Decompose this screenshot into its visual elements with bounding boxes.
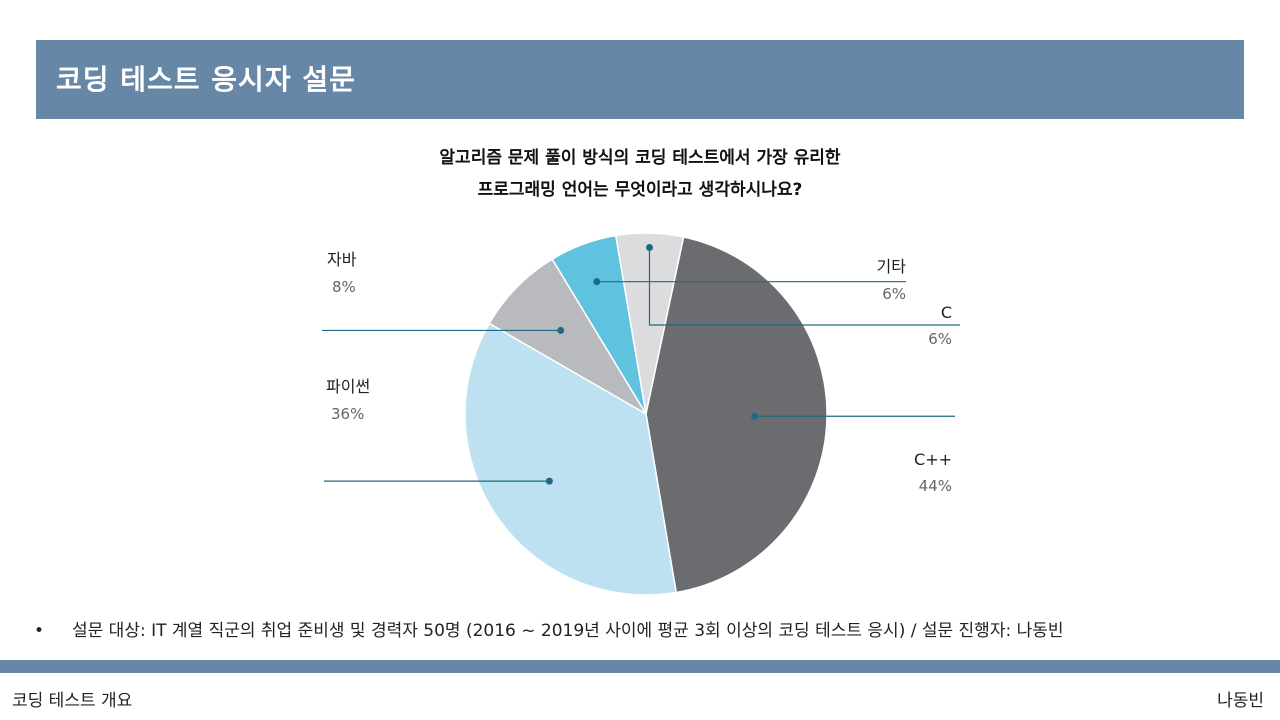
leader-dot-cpp bbox=[751, 412, 759, 420]
pie-slice-java bbox=[488, 258, 647, 415]
label-c: C 6% bbox=[880, 303, 952, 348]
label-c-pct: 6% bbox=[928, 330, 952, 348]
label-python-name: 파이썬 bbox=[326, 377, 371, 396]
label-cpp: C++ 44% bbox=[880, 450, 952, 495]
label-cpp-pct: 44% bbox=[918, 477, 952, 495]
page-title: 코딩 테스트 응시자 설문 bbox=[56, 63, 356, 96]
label-python: 파이썬 36% bbox=[326, 373, 370, 423]
footer-rule bbox=[0, 660, 1280, 673]
pie-slice-cpp bbox=[645, 236, 828, 594]
chart-title: 알고리즘 문제 풀이 방식의 코딩 테스트에서 가장 유리한 프로그래밍 언어는… bbox=[340, 142, 940, 206]
label-java: 자바 8% bbox=[327, 246, 356, 296]
chart-title-line-2: 프로그래밍 언어는 무엇이라고 생각하시나요? bbox=[477, 180, 803, 200]
label-java-pct: 8% bbox=[332, 278, 356, 296]
label-cpp-name: C++ bbox=[914, 450, 952, 469]
label-other: 기타 6% bbox=[830, 253, 906, 303]
footnote-bullet: • bbox=[34, 621, 45, 641]
leader-dot-other bbox=[593, 278, 601, 286]
survey-footnote: • 설문 대상: IT 계열 직군의 취업 준비생 및 경력자 50명 (2016… bbox=[34, 616, 1064, 641]
label-other-name: 기타 bbox=[876, 257, 906, 276]
footer-author: 나동빈 bbox=[1217, 691, 1264, 711]
footnote-text: 설문 대상: IT 계열 직군의 취업 준비생 및 경력자 50명 (2016 … bbox=[72, 621, 1064, 641]
leader-line-c bbox=[648, 247, 960, 326]
leader-dot-python bbox=[545, 477, 553, 485]
label-python-pct: 36% bbox=[331, 405, 365, 423]
leader-dot-c bbox=[645, 244, 653, 252]
leader-dot-java bbox=[557, 326, 565, 334]
pie-slice-python bbox=[464, 322, 678, 596]
label-other-pct: 6% bbox=[882, 285, 906, 303]
label-c-name: C bbox=[940, 303, 952, 322]
label-java-name: 자바 bbox=[327, 250, 357, 269]
chart-title-line-1: 알고리즘 문제 풀이 방식의 코딩 테스트에서 가장 유리한 bbox=[439, 148, 841, 168]
header-bar: 코딩 테스트 응시자 설문 bbox=[36, 40, 1244, 119]
footer-section-title: 코딩 테스트 개요 bbox=[12, 691, 133, 711]
